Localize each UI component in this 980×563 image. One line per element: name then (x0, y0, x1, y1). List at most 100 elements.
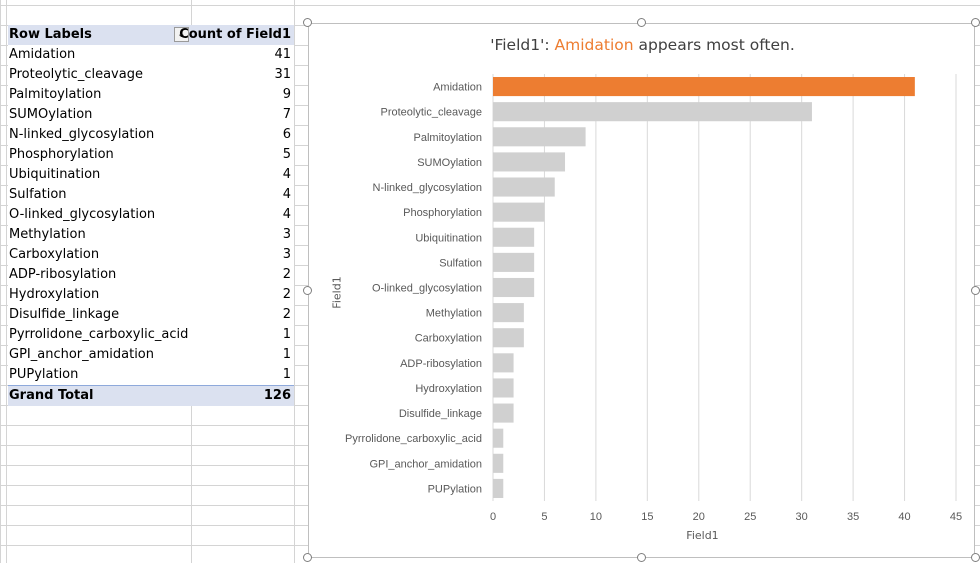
pivot-row[interactable]: ADP-ribosylation 2 (8, 265, 294, 285)
grid-column-line (294, 0, 295, 563)
title-suffix: appears most often. (633, 36, 795, 54)
bar-n-linked-glycosylation[interactable] (493, 177, 555, 197)
grand-total-label: Grand Total (9, 388, 94, 403)
bar-disulfide-linkage[interactable] (493, 403, 514, 423)
pivot-row-label: SUMOylation (9, 107, 93, 122)
bar-pupylation[interactable] (493, 478, 504, 498)
title-prefix: 'Field1': (490, 36, 555, 54)
pivot-row[interactable]: PUPylation 1 (8, 365, 294, 385)
grid-column-line (6, 0, 7, 563)
y-category-label: Amidation (433, 82, 482, 94)
bar-chart[interactable]: 'Field1': Amidation appears most often. … (308, 23, 975, 558)
pivot-row-label: GPI_anchor_amidation (9, 347, 154, 362)
bar-sulfation[interactable] (493, 252, 535, 272)
pivot-row-count: 2 (282, 287, 291, 302)
bar-phosphorylation[interactable] (493, 202, 545, 222)
pivot-row[interactable]: Carboxylation 3 (8, 245, 294, 265)
y-category-label: Sulfation (439, 257, 482, 269)
x-tick-label: 0 (490, 511, 496, 523)
pivot-row-label: Ubiquitination (9, 167, 101, 182)
x-axis-title: Field1 (686, 529, 719, 542)
pivot-row-count: 1 (282, 347, 291, 362)
pivot-row[interactable]: GPI_anchor_amidation 1 (8, 345, 294, 365)
grand-total-count: 126 (263, 388, 291, 403)
pivot-row-count: 2 (282, 267, 291, 282)
pivot-row[interactable]: Hydroxylation 2 (8, 285, 294, 305)
pivot-row-count: 1 (282, 327, 291, 342)
x-tick-label: 5 (541, 511, 547, 523)
resize-handle-top-left[interactable] (303, 18, 312, 27)
bar-sumoylation[interactable] (493, 152, 566, 172)
pivot-row[interactable]: Sulfation 4 (8, 185, 294, 205)
pivot-row[interactable]: Phosphorylation 5 (8, 145, 294, 165)
x-tick-label: 25 (744, 511, 756, 523)
pivot-row-count: 9 (282, 87, 291, 102)
bar-palmitoylation[interactable] (493, 127, 586, 147)
bar-hydroxylation[interactable] (493, 378, 514, 398)
pivot-row-label: Sulfation (9, 187, 67, 202)
resize-handle-bottom-left[interactable] (303, 553, 312, 562)
pivot-row[interactable]: Disulfide_linkage 2 (8, 305, 294, 325)
pivot-rows: Amidation 41 Proteolytic_cleavage 31 Palmito… (8, 45, 294, 385)
pivot-row[interactable]: Palmitoylation 9 (8, 85, 294, 105)
resize-handle-middle-left[interactable] (303, 286, 312, 295)
pivot-row-label: Pyrrolidone_carboxylic_acid (9, 327, 189, 342)
y-category-label: Methylation (426, 308, 482, 320)
pivot-row-label: Proteolytic_cleavage (9, 67, 143, 82)
y-category-label: Ubiquitination (415, 232, 482, 244)
chart-plot: 0 5 10 15 20 25 30 35 40 45 Amidation Proteolytic_c… (345, 74, 962, 523)
pivot-row-count: 4 (282, 167, 291, 182)
bar-ubiquitination[interactable] (493, 227, 535, 247)
pivot-row-count: 3 (282, 247, 291, 262)
pivot-row-label: N-linked_glycosylation (9, 127, 155, 142)
pivot-row-label: Palmitoylation (9, 87, 102, 102)
y-category-label: PUPylation (428, 483, 482, 495)
pivot-row-count: 1 (282, 367, 291, 382)
pivot-row-count: 6 (282, 127, 291, 142)
bar-proteolytic-cleavage[interactable] (493, 102, 812, 122)
y-category-label: SUMOylation (417, 157, 482, 169)
pivot-table[interactable]: Row Labels ↓ Count of Field1 Amidation 41… (8, 25, 294, 406)
bar-amidation[interactable] (493, 77, 915, 97)
pivot-row-label: PUPylation (9, 367, 79, 382)
grand-total-row: Grand Total 126 (8, 385, 294, 406)
title-highlight: Amidation (554, 36, 634, 54)
pivot-row[interactable]: N-linked_glycosylation 6 (8, 125, 294, 145)
y-category-label: N-linked_glycosylation (373, 182, 482, 194)
y-category-label: Proteolytic_cleavage (380, 107, 482, 119)
resize-handle-top-middle[interactable] (637, 18, 646, 27)
y-category-label: Hydroxylation (415, 383, 482, 395)
pivot-row[interactable]: Proteolytic_cleavage 31 (8, 65, 294, 85)
bar-gpi-anchor-amidation[interactable] (493, 453, 504, 473)
pivot-row[interactable]: Methylation 3 (8, 225, 294, 245)
resize-handle-middle-right[interactable] (971, 286, 980, 295)
bar-o-linked-glycosylation[interactable] (493, 277, 535, 298)
y-category-label: GPI_anchor_amidation (369, 458, 482, 470)
pivot-row-label: ADP-ribosylation (9, 267, 117, 282)
pivot-header-row: Row Labels ↓ Count of Field1 (8, 25, 294, 45)
bar-adp-ribosylation[interactable] (493, 353, 514, 373)
x-tick-label: 30 (796, 511, 808, 523)
y-category-label: Disulfide_linkage (399, 408, 482, 420)
y-axis-title: Field1 (330, 276, 344, 309)
y-category-label: Phosphorylation (403, 207, 482, 219)
resize-handle-bottom-middle[interactable] (637, 553, 646, 562)
pivot-row[interactable]: Pyrrolidone_carboxylic_acid 1 (8, 325, 294, 345)
grid-row-line (0, 5, 980, 6)
bar-pyrrolidone-carboxylic-acid[interactable] (493, 428, 504, 448)
pivot-row-count: 4 (282, 207, 291, 222)
bar-carboxylation[interactable] (493, 328, 524, 348)
bar-methylation[interactable] (493, 303, 524, 323)
pivot-row[interactable]: Ubiquitination 4 (8, 165, 294, 185)
x-tick-label: 45 (950, 511, 962, 523)
pivot-row[interactable]: Amidation 41 (8, 45, 294, 65)
y-category-label: Palmitoylation (414, 132, 482, 144)
resize-handle-top-right[interactable] (971, 18, 980, 27)
pivot-row-count: 3 (282, 227, 291, 242)
sort-filter-icon[interactable]: ↓ (174, 27, 189, 42)
x-tick-label: 40 (898, 511, 910, 523)
resize-handle-bottom-right[interactable] (971, 553, 980, 562)
pivot-row-label: Disulfide_linkage (9, 307, 120, 322)
pivot-row[interactable]: O-linked_glycosylation 4 (8, 205, 294, 225)
pivot-row[interactable]: SUMOylation 7 (8, 105, 294, 125)
